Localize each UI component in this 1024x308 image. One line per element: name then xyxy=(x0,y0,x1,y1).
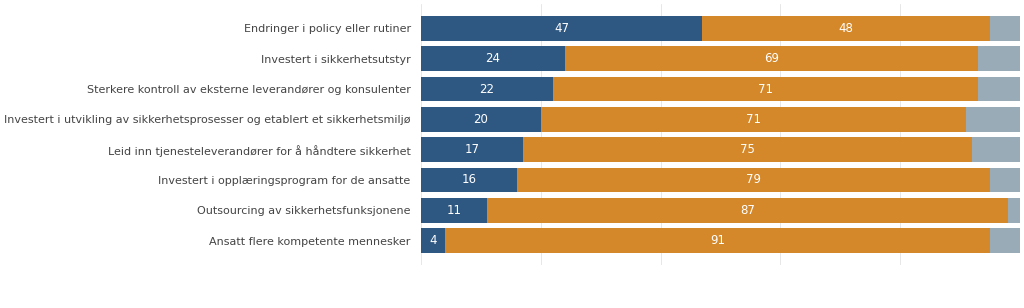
Bar xyxy=(421,46,565,71)
Bar xyxy=(517,168,990,192)
Bar xyxy=(541,107,966,132)
Bar xyxy=(972,137,1020,162)
Bar xyxy=(565,46,978,71)
Text: 22: 22 xyxy=(479,83,495,95)
Bar xyxy=(1008,198,1020,223)
Bar xyxy=(702,16,990,41)
Text: 91: 91 xyxy=(710,234,725,247)
Bar xyxy=(990,228,1020,253)
Bar xyxy=(990,16,1020,41)
Text: 69: 69 xyxy=(764,52,779,65)
Bar xyxy=(445,228,990,253)
Text: 48: 48 xyxy=(839,22,854,35)
Bar xyxy=(990,168,1020,192)
Bar xyxy=(421,228,445,253)
Text: 20: 20 xyxy=(473,113,488,126)
Bar xyxy=(421,107,541,132)
Bar xyxy=(978,77,1020,102)
Bar xyxy=(487,198,1008,223)
Bar xyxy=(421,77,553,102)
Text: 17: 17 xyxy=(465,143,479,156)
Bar xyxy=(978,46,1020,71)
Text: 4: 4 xyxy=(429,234,437,247)
Bar xyxy=(421,16,702,41)
Bar xyxy=(421,168,517,192)
Bar xyxy=(421,137,523,162)
Text: 24: 24 xyxy=(485,52,501,65)
Text: 79: 79 xyxy=(745,173,761,186)
Text: 87: 87 xyxy=(740,204,755,217)
Bar xyxy=(523,137,972,162)
Text: 11: 11 xyxy=(446,204,462,217)
Text: 16: 16 xyxy=(462,173,476,186)
Text: 47: 47 xyxy=(554,22,569,35)
Bar xyxy=(421,198,487,223)
Bar xyxy=(553,77,978,102)
Bar xyxy=(966,107,1020,132)
Text: 71: 71 xyxy=(745,113,761,126)
Text: 71: 71 xyxy=(758,83,773,95)
Text: 75: 75 xyxy=(740,143,755,156)
